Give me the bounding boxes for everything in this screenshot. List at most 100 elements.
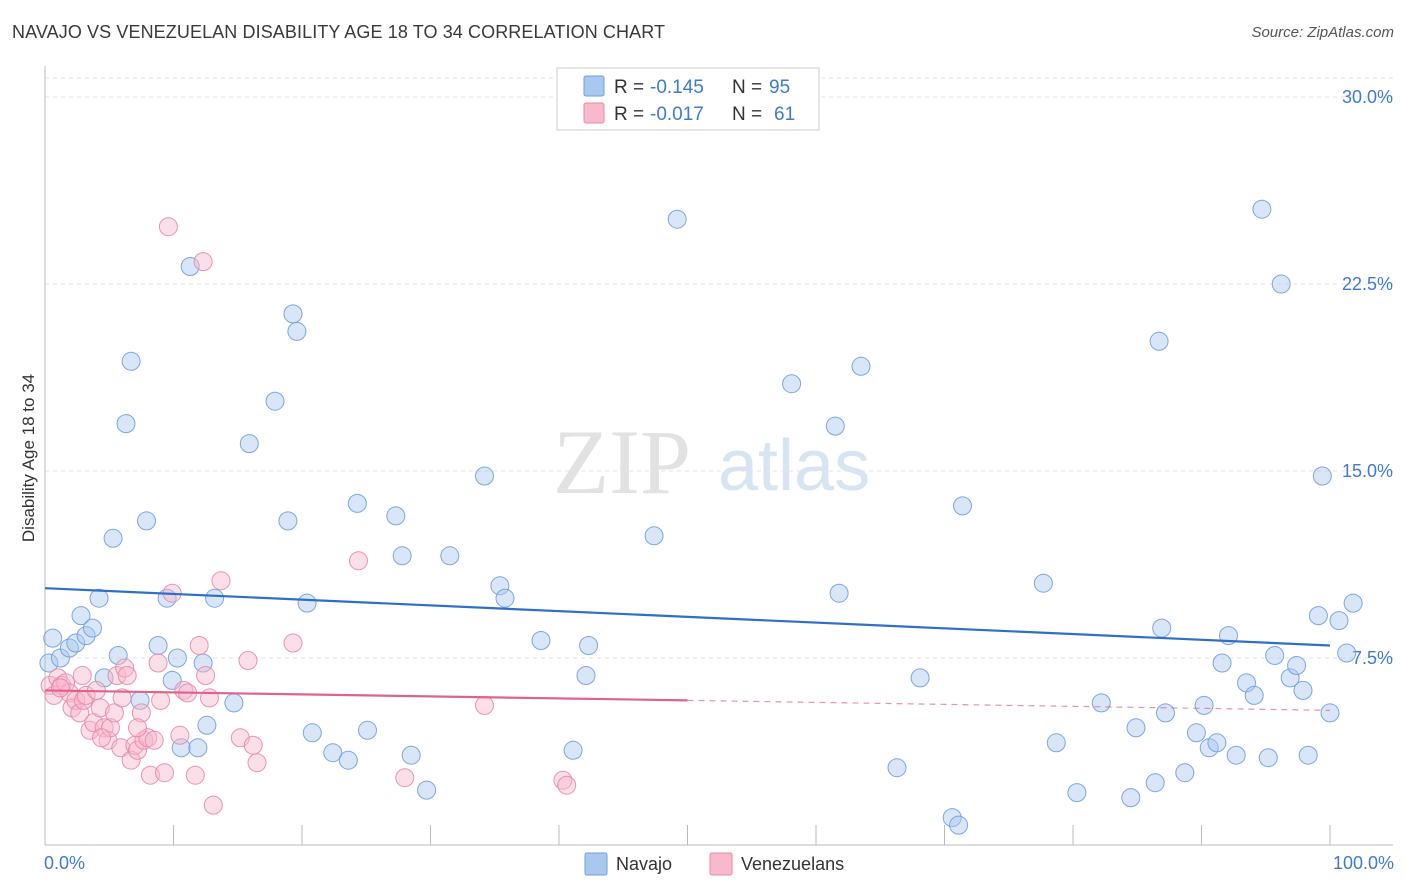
navajo-point <box>1337 643 1357 663</box>
navajo-point <box>1194 695 1214 715</box>
venezuelans-point <box>56 673 76 693</box>
venezuelans-point <box>121 750 141 770</box>
legend-venezuelans-n-value: 61 <box>774 104 795 125</box>
navajo-point <box>239 434 259 454</box>
venezuelans-point <box>170 725 190 745</box>
navajo-point <box>829 583 849 603</box>
venezuelans-point <box>72 666 92 685</box>
venezuelans-point <box>117 666 137 685</box>
y-tick-label: 22.5% <box>1342 274 1393 294</box>
navajo-point <box>197 715 217 735</box>
navajo-point <box>1067 783 1087 803</box>
venezuelans-point <box>151 690 171 710</box>
navajo-point <box>440 546 460 566</box>
venezuelans-point <box>247 753 267 773</box>
navajo-point <box>167 648 187 668</box>
venezuelans-point <box>104 703 124 723</box>
venezuelans-point <box>196 666 216 685</box>
navajo-point <box>1252 199 1272 219</box>
navajo-point <box>1033 573 1053 593</box>
navajo-point <box>949 815 969 835</box>
navajo-point <box>851 356 871 376</box>
navajo-point <box>1287 656 1307 675</box>
navajo-point <box>1258 748 1278 768</box>
navajo-point <box>953 496 972 516</box>
navajo-point <box>297 593 317 613</box>
navajo-point <box>910 668 930 688</box>
venezuelans-point <box>70 703 90 723</box>
navajo-point <box>1149 331 1169 351</box>
navajo-point <box>401 745 421 765</box>
navajo-point <box>1343 593 1363 613</box>
navajo-point <box>490 576 510 596</box>
venezuelans-point <box>557 775 577 795</box>
bottom-legend-swatch-venezuelans <box>709 852 733 876</box>
navajo-point <box>137 511 156 531</box>
venezuelans-point <box>128 718 147 738</box>
navajo-point <box>358 720 377 740</box>
navajo-point <box>43 628 63 648</box>
venezuelans-point <box>211 571 231 591</box>
bottom-legend-swatch-navajo <box>584 852 608 876</box>
navajo-point <box>579 636 599 655</box>
navajo-point <box>59 638 79 658</box>
grid-lines <box>45 77 1393 659</box>
navajo-point <box>417 780 437 800</box>
navajo-point <box>1293 680 1313 700</box>
navajo-point <box>531 631 551 650</box>
venezuelans-point <box>112 688 132 708</box>
trend-lines <box>44 587 1331 711</box>
navajo-point <box>825 416 845 436</box>
bottom-legend: Navajo Venezuelans <box>584 852 844 876</box>
navajo-point <box>1226 745 1246 765</box>
legend-navajo-n-value: 95 <box>769 77 790 98</box>
navajo-point <box>1175 763 1195 783</box>
navajo-point <box>1156 703 1175 723</box>
navajo-point <box>386 506 406 526</box>
legend: R = -0.145 N = 95 R = -0.017 N = 61 <box>556 67 820 131</box>
venezuelans-point <box>111 738 131 758</box>
venezuelans-point <box>475 695 494 715</box>
watermark-atlas: atlas <box>718 426 870 506</box>
legend-venezuelans-n-label: N = <box>732 104 762 125</box>
navajo-point <box>1312 466 1332 486</box>
navajo-point <box>287 321 307 341</box>
legend-swatch-venezuelans <box>583 102 605 124</box>
navajo-point <box>180 257 200 276</box>
navajo-point <box>1298 745 1318 765</box>
navajo-point <box>265 391 285 411</box>
navajo-point <box>563 740 583 760</box>
venezuelans-point <box>200 688 219 708</box>
legend-venezuelans-r-label: R = <box>614 104 644 125</box>
navajo-point <box>1271 274 1291 294</box>
venezuelans-point <box>50 678 70 698</box>
navajo-point <box>887 758 907 778</box>
venezuelans-point <box>158 217 178 237</box>
chart-source: Source: ZipAtlas.com <box>1251 24 1394 41</box>
venezuelans-point <box>185 765 205 785</box>
navajo-point <box>116 414 136 434</box>
navajo-point <box>667 209 687 229</box>
navajo-point <box>224 693 244 713</box>
venezuelans-point <box>349 551 368 571</box>
navajo-trend-line <box>44 587 1331 647</box>
navajo-point <box>205 588 225 608</box>
y-tick-label: 7.5% <box>1352 648 1393 668</box>
navajo-point <box>66 633 86 653</box>
venezuelans-point <box>90 698 110 718</box>
y-tick-label: 30.0% <box>1342 87 1393 107</box>
venezuelans-trend-extension <box>687 699 1331 711</box>
navajo-point <box>103 528 123 548</box>
navajo-point <box>1329 611 1349 631</box>
navajo-point <box>782 374 802 394</box>
navajo-point <box>347 493 367 513</box>
navajo-point <box>71 606 91 626</box>
venezuelans-point <box>92 728 111 748</box>
navajo-point <box>1244 685 1264 705</box>
legend-navajo-n-label: N = <box>732 77 762 98</box>
bottom-legend-navajo: Navajo <box>616 854 672 874</box>
navajo-point <box>121 351 141 371</box>
data-points <box>39 199 1363 835</box>
navajo-point <box>1121 788 1141 808</box>
